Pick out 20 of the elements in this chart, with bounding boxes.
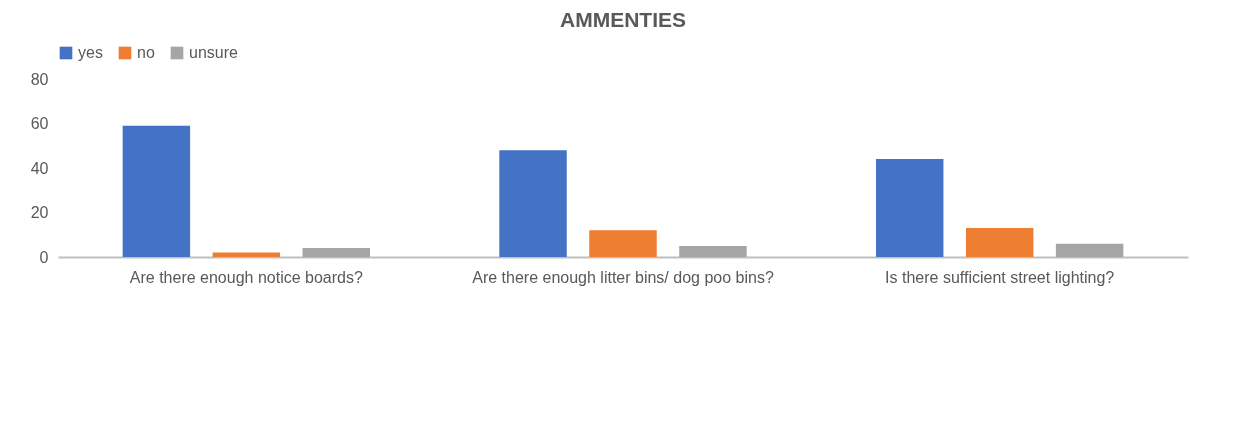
x-tick-label: Is there sufficient street lighting? [885,268,1115,286]
y-tick-label: 60 [30,115,49,132]
bar [875,159,944,257]
bar [965,228,1034,257]
bar [122,125,191,257]
y-tick-label: 80 [30,70,49,88]
x-tick-label: Are there enough notice boards? [129,268,363,286]
bar [499,150,567,257]
legend-label: yes [78,44,103,61]
y-tick-label: 40 [30,159,49,177]
bar [302,248,371,257]
bar [589,230,657,257]
legend-label: no [137,44,155,61]
x-tick-label: Are there enough litter bins/ dog poo bins? [472,268,774,286]
y-tick-label: 20 [30,204,49,221]
bar [1055,243,1124,257]
chart-title: AMMENTIES [560,8,686,31]
bar [679,245,747,257]
legend-label: unsure [189,44,239,61]
y-tick-label: 0 [39,248,49,266]
